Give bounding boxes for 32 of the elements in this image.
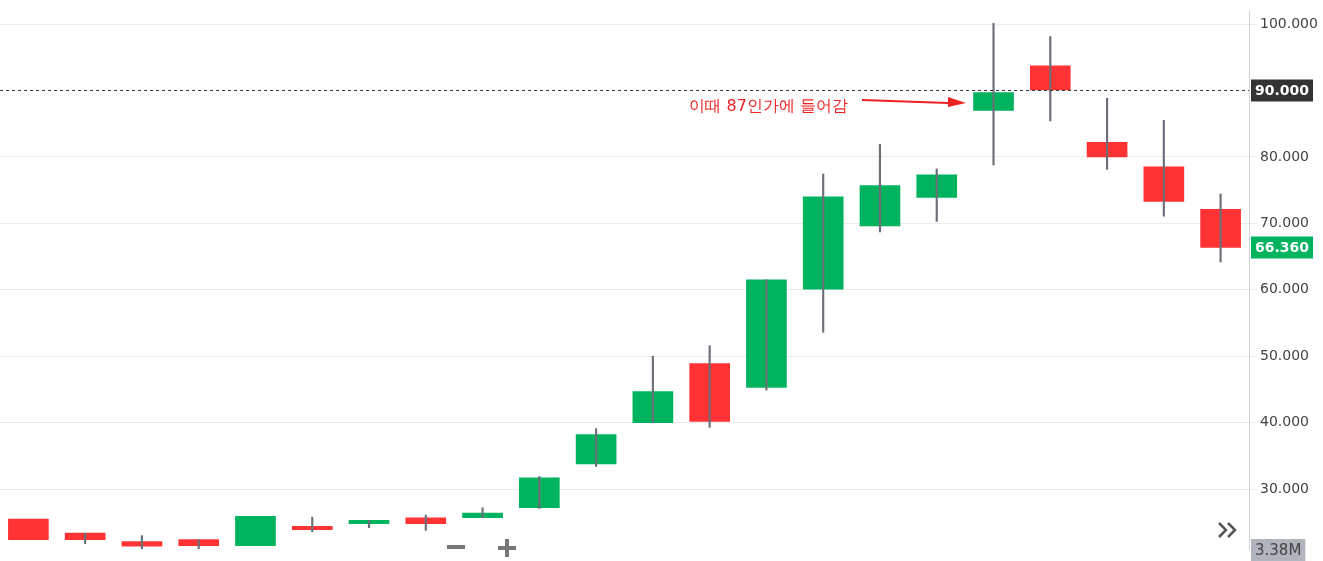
y-tick-label: 50.000 bbox=[1260, 346, 1309, 363]
candlestick bbox=[64, 532, 106, 544]
y-tick-label: 100.000 bbox=[1260, 14, 1318, 31]
candlestick bbox=[1143, 120, 1185, 217]
candlestick bbox=[746, 279, 787, 391]
y-tick-label: 80.000 bbox=[1260, 147, 1309, 164]
candlestick bbox=[121, 535, 163, 550]
candlestick bbox=[973, 23, 1014, 166]
candlestick bbox=[348, 520, 390, 528]
y-tick-label: 70.000 bbox=[1260, 214, 1309, 230]
candlestick bbox=[519, 476, 560, 509]
candlestick bbox=[8, 518, 49, 540]
annotation: 이때 87인가에 들어감 bbox=[689, 96, 848, 116]
candlestick bbox=[689, 345, 730, 428]
candlestick bbox=[1086, 98, 1128, 170]
candlestick bbox=[405, 514, 447, 531]
candlestick bbox=[575, 428, 617, 467]
candlestick bbox=[178, 539, 220, 550]
y-tick-label: 60.000 bbox=[1260, 280, 1309, 297]
candlestick bbox=[1200, 193, 1241, 263]
candlestick bbox=[1029, 36, 1071, 122]
candlestick bbox=[291, 516, 333, 532]
y-tick-label: 30.000 bbox=[1260, 479, 1309, 496]
ref-line-label: 90.000 bbox=[1255, 82, 1310, 99]
text: 3.38M bbox=[1255, 540, 1302, 559]
candlestick bbox=[859, 143, 901, 233]
candlestick bbox=[235, 516, 276, 546]
text: 66.360 bbox=[1255, 239, 1310, 256]
candlestick bbox=[632, 355, 674, 424]
candlestick bbox=[916, 168, 958, 222]
candlestick bbox=[802, 173, 844, 333]
y-tick-label: 40.000 bbox=[1260, 413, 1309, 430]
